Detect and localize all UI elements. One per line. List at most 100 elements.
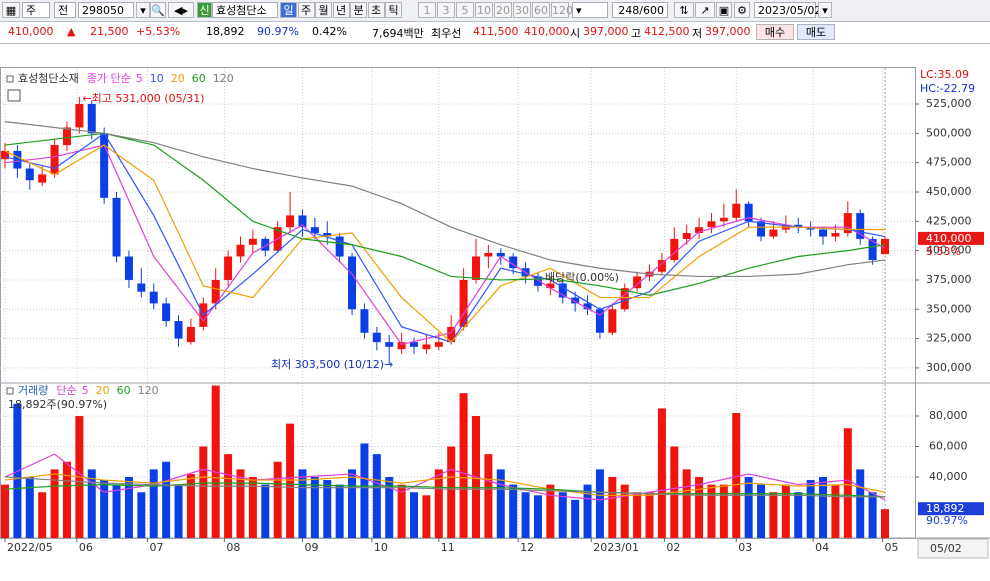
candle-body bbox=[459, 279, 468, 327]
volume-bar bbox=[719, 484, 728, 538]
volume-bar bbox=[385, 477, 394, 538]
cursor-date: 05/02 bbox=[930, 542, 962, 555]
candle-body bbox=[248, 238, 257, 245]
date-input[interactable]: 2023/05/02 bbox=[754, 2, 821, 18]
volume-bar bbox=[496, 469, 505, 538]
search-button[interactable]: 🔍 bbox=[150, 2, 166, 18]
x-tick-label: 07 bbox=[150, 541, 164, 554]
y-tick-label: 425,000 bbox=[926, 214, 972, 227]
buy-button[interactable]: 매수 bbox=[756, 24, 794, 40]
last-pct: 5.53% bbox=[926, 245, 961, 258]
candle-body bbox=[186, 326, 195, 343]
layout-icon[interactable]: ▦ bbox=[2, 2, 20, 18]
x-tick-label: 2022/05 bbox=[7, 541, 53, 554]
volume-bar bbox=[348, 469, 357, 538]
candle-body bbox=[100, 133, 109, 198]
candle-body bbox=[298, 215, 307, 228]
bid: 410,000 bbox=[524, 25, 570, 38]
interval-button[interactable]: 120 bbox=[551, 2, 573, 18]
legend-entry: 120 bbox=[138, 384, 159, 397]
lc-label: LC:35.09 bbox=[920, 68, 969, 81]
period-button[interactable]: 주 bbox=[297, 2, 315, 18]
grid-icon bbox=[7, 89, 21, 102]
code-input[interactable]: 298050 bbox=[78, 2, 134, 18]
candle-body bbox=[707, 221, 716, 228]
market-select[interactable]: 주 bbox=[22, 2, 50, 18]
interval-button[interactable]: 3 bbox=[437, 2, 455, 18]
page: ▦ 주 전 298050 ▾ 🔍 ◀▸ 신 효성첨단소 ▾ 248/600 ⇅ … bbox=[0, 0, 990, 559]
candle-body bbox=[595, 309, 604, 333]
candle-body bbox=[149, 291, 158, 304]
toolbar: ▦ 주 전 298050 ▾ 🔍 ◀▸ 신 효성첨단소 ▾ 248/600 ⇅ … bbox=[0, 0, 990, 22]
candle-body bbox=[25, 168, 34, 181]
chart: 300,000 325,000 350,000 375,000 400,000 425,0… bbox=[0, 67, 990, 559]
y-tick-label: 375,000 bbox=[926, 273, 972, 286]
best-label: 최우선 bbox=[431, 27, 462, 40]
volume-bar bbox=[434, 469, 443, 538]
last-price: 410,000 bbox=[926, 232, 972, 245]
bar-count[interactable]: 248/600 bbox=[612, 2, 668, 18]
period-button[interactable]: 일 bbox=[280, 2, 297, 18]
candle-body bbox=[62, 127, 71, 146]
tool-button[interactable]: ⇅ bbox=[674, 2, 694, 18]
candle-body bbox=[385, 342, 394, 347]
volume-bar bbox=[38, 492, 47, 538]
open-label: 시 bbox=[570, 27, 581, 40]
last-volume-box bbox=[918, 502, 984, 516]
dropdown[interactable]: ▾ bbox=[136, 2, 150, 18]
interval-dropdown[interactable]: ▾ bbox=[572, 2, 608, 18]
x-tick-label: 02 bbox=[666, 541, 680, 554]
period-button[interactable]: 틱 bbox=[385, 2, 402, 18]
interval-button[interactable]: 1 bbox=[418, 2, 436, 18]
candle-body bbox=[633, 276, 642, 289]
legend-entry: 10 bbox=[150, 72, 164, 85]
moving-average bbox=[4, 132, 886, 296]
high-label: 고 bbox=[631, 27, 642, 40]
last-volume: 18,892 bbox=[926, 502, 965, 515]
candle-body bbox=[174, 321, 183, 339]
scope-select[interactable]: 전 bbox=[54, 2, 76, 18]
volume-bar bbox=[459, 393, 468, 538]
candle-body bbox=[50, 145, 59, 175]
candle-body bbox=[236, 244, 245, 257]
candle-body bbox=[471, 256, 480, 280]
sound-button[interactable]: ◀▸ bbox=[168, 2, 194, 18]
x-tick-label: 10 bbox=[374, 541, 388, 554]
period-button[interactable]: 월 bbox=[315, 2, 332, 18]
save-button[interactable]: ▣ bbox=[716, 2, 732, 18]
legend-entry: 5 bbox=[82, 384, 89, 397]
candle-body bbox=[608, 309, 617, 333]
volume-bar bbox=[323, 480, 332, 538]
volume-bar bbox=[806, 480, 815, 538]
candle-body bbox=[397, 342, 406, 350]
x-tick-label: 2023/01 bbox=[593, 541, 639, 554]
interval-button[interactable]: 60 bbox=[532, 2, 550, 18]
vol-ratio: 90.97% bbox=[257, 25, 299, 38]
volume: 18,892 bbox=[206, 25, 245, 38]
period-button[interactable]: 년 bbox=[332, 2, 350, 18]
volume-current: 18,892주(90.97%) bbox=[8, 398, 107, 411]
sell-button[interactable]: 매도 bbox=[797, 24, 835, 40]
period-button[interactable]: 초 bbox=[367, 2, 385, 18]
volume-bar bbox=[781, 484, 790, 538]
low: 397,000 bbox=[705, 25, 751, 38]
candle-body bbox=[571, 297, 580, 304]
interval-button[interactable]: 20 bbox=[494, 2, 512, 18]
interval-button[interactable]: 5 bbox=[456, 2, 474, 18]
calendar-button[interactable]: ▾ bbox=[818, 2, 832, 18]
tool-button[interactable]: ↗ bbox=[695, 2, 715, 18]
candle-body bbox=[87, 104, 96, 134]
volume-bar bbox=[335, 484, 344, 538]
interval-button[interactable]: 10 bbox=[475, 2, 493, 18]
change-pct: +5.53% bbox=[136, 25, 181, 38]
candle-body bbox=[335, 236, 344, 257]
candle-body bbox=[670, 238, 679, 261]
interval-button[interactable]: 30 bbox=[513, 2, 531, 18]
candle-body bbox=[856, 213, 865, 239]
settings-button[interactable]: ⚙ bbox=[734, 2, 750, 18]
volume-bar bbox=[769, 492, 778, 538]
period-button[interactable]: 분 bbox=[350, 2, 367, 18]
high-note: ←최고 531,000 (05/31) bbox=[82, 92, 204, 105]
volume-bar bbox=[583, 484, 592, 538]
x-tick-label: 09 bbox=[304, 541, 318, 554]
